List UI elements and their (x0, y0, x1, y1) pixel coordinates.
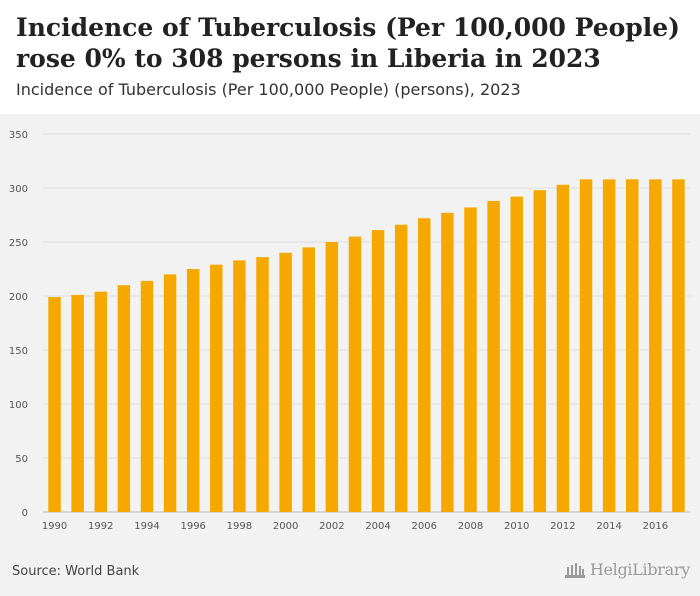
y-tick-label: 250 (9, 238, 28, 249)
y-tick-label: 50 (15, 454, 28, 465)
bar-2001[interactable] (302, 247, 315, 512)
bar-2000[interactable] (279, 252, 292, 513)
chart-title: Incidence of Tuberculosis (Per 100,000 P… (16, 13, 681, 73)
bar-2004[interactable] (371, 230, 385, 512)
x-tick-label: 2014 (596, 521, 621, 532)
bar-2013[interactable] (579, 179, 593, 513)
source-note: Source: World Bank (12, 564, 140, 579)
chart-header: Incidence of Tuberculosis (Per 100,000 P… (0, 0, 700, 114)
x-tick-label: 1994 (134, 521, 159, 532)
bar-1996[interactable] (186, 269, 200, 512)
x-tick-label: 2004 (365, 521, 390, 532)
y-tick-label: 150 (9, 346, 28, 357)
x-tick-label: 2002 (319, 521, 344, 532)
chart-subtitle: Incidence of Tuberculosis (Per 100,000 P… (16, 80, 521, 99)
x-tick-label: 1998 (227, 521, 252, 532)
library-building-icon (564, 562, 585, 578)
y-axis: 0 50 100 150 200 250 300 350 (9, 130, 28, 519)
bar-1990[interactable] (48, 297, 61, 512)
bar-1994[interactable] (140, 280, 154, 512)
y-grid (43, 133, 690, 513)
x-tick-label: 2010 (504, 521, 529, 532)
bar-2017[interactable] (672, 179, 685, 513)
x-tick-label: 2006 (412, 521, 437, 532)
bar-1992[interactable] (94, 291, 108, 512)
bars (48, 179, 685, 513)
helgi-library-logo[interactable]: HelgiLibrary (564, 560, 690, 579)
bar-1991[interactable] (71, 294, 84, 512)
y-tick-label: 200 (9, 292, 28, 303)
bar-1998[interactable] (233, 260, 246, 512)
bar-2008[interactable] (464, 207, 477, 512)
bar-2010[interactable] (510, 196, 523, 512)
x-tick-label: 1992 (88, 521, 113, 532)
y-tick-label: 100 (9, 400, 28, 411)
y-tick-label: 300 (9, 184, 28, 195)
bar-2003[interactable] (348, 236, 362, 512)
logo-text: HelgiLibrary (589, 560, 690, 579)
bar-1995[interactable] (163, 274, 177, 512)
bar-2005[interactable] (394, 224, 408, 512)
x-tick-label: 2012 (550, 521, 575, 532)
bar-1997[interactable] (210, 264, 223, 512)
bar-2011[interactable] (533, 190, 547, 512)
bar-1993[interactable] (117, 285, 131, 512)
x-tick-label: 1996 (180, 521, 205, 532)
bar-1999[interactable] (256, 257, 269, 512)
y-tick-label: 350 (9, 130, 28, 141)
x-tick-label: 2000 (273, 521, 298, 532)
bar-2006[interactable] (418, 218, 431, 512)
bar-2007[interactable] (441, 212, 454, 512)
x-tick-label: 2008 (458, 521, 483, 532)
bar-2014[interactable] (602, 179, 616, 513)
x-axis: 1990 1992 1994 1996 1998 2000 2002 2004 2006 2008… (42, 521, 668, 532)
bar-2009[interactable] (487, 200, 500, 512)
y-tick-label: 0 (22, 508, 28, 519)
bar-2002[interactable] (325, 242, 339, 512)
bar-2016[interactable] (649, 179, 662, 513)
bar-2015[interactable] (625, 179, 639, 513)
x-tick-label: 1990 (42, 521, 67, 532)
bar-2012[interactable] (556, 184, 570, 512)
x-tick-label: 2016 (643, 521, 668, 532)
